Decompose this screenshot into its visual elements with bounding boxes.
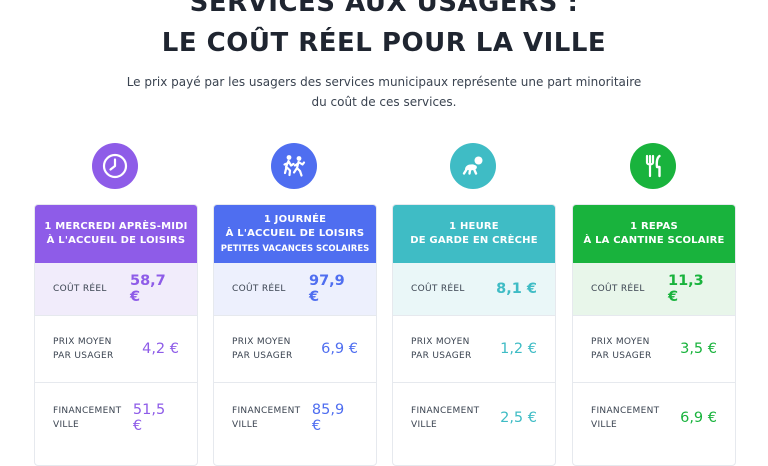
service-column-repas: 1 REPAS À LA CANTINE SCOLAIRE COÛT RÉEL …	[572, 0, 736, 466]
card-header: 1 HEURE DE GARDE EN CRÈCHE	[393, 205, 555, 263]
card-header-line1: 1 REPAS	[630, 221, 678, 232]
page-title-line2: LE COÛT RÉEL POUR LA VILLE	[161, 28, 607, 58]
row-value: 1,2 €	[500, 341, 537, 357]
row-label-line2: VILLE	[53, 420, 80, 430]
service-column-journee: 1 JOURNÉE À L'ACCUEIL DE LOISIRS PETITES…	[213, 0, 377, 466]
row-value: 85,9 €	[311, 402, 345, 434]
row-value: 6,9 €	[321, 341, 358, 357]
row-label-line1: PRIX MOYEN	[53, 337, 112, 347]
row-label-line2: VILLE	[591, 420, 618, 430]
row-label: PRIX MOYEN PAR USAGER	[232, 335, 312, 363]
row-cout-reel: COÛT RÉEL 97,9 €	[214, 263, 376, 316]
row-label-line2: VILLE	[232, 420, 259, 430]
row-financement-ville: FINANCEMENT VILLE 85,9 €	[214, 383, 376, 453]
row-label-line1: PRIX MOYEN	[591, 337, 650, 347]
row-value: 51,5 €	[132, 402, 166, 434]
card-header-line2: À LA CANTINE SCOLAIRE	[583, 235, 725, 246]
row-cout-reel: COÛT RÉEL 11,3 €	[573, 263, 735, 316]
row-financement-ville: FINANCEMENT VILLE 2,5 €	[393, 383, 555, 453]
card-header-line1: 1 JOURNÉE	[263, 214, 327, 225]
subtitle-line1: Le prix payé par les usagers des service…	[126, 75, 642, 89]
row-cout-reel: COÛT RÉEL 8,1 €	[393, 263, 555, 316]
row-label: FINANCEMENT VILLE	[591, 404, 671, 432]
row-label-line1: PRIX MOYEN	[232, 337, 291, 347]
row-label: PRIX MOYEN PAR USAGER	[591, 335, 671, 363]
row-label: FINANCEMENT VILLE	[232, 404, 312, 432]
row-value: 11,3 €	[668, 273, 704, 305]
subtitle-line2: du coût de ces services.	[311, 95, 457, 109]
row-financement-ville: FINANCEMENT VILLE 6,9 €	[573, 383, 735, 453]
service-card: 1 REPAS À LA CANTINE SCOLAIRE COÛT RÉEL …	[572, 204, 736, 466]
card-header-line2: À L'ACCUEIL DE LOISIRS	[46, 235, 186, 246]
row-value: 4,2 €	[142, 341, 179, 357]
row-value: 2,5 €	[500, 410, 537, 426]
fork-knife-icon	[630, 143, 676, 189]
row-prix-moyen: PRIX MOYEN PAR USAGER 6,9 €	[214, 316, 376, 383]
row-label-line1: FINANCEMENT	[411, 406, 480, 416]
card-header: 1 REPAS À LA CANTINE SCOLAIRE	[573, 205, 735, 263]
clock-icon	[92, 143, 138, 189]
service-card: 1 MERCREDI APRÈS-MIDI À L'ACCUEIL DE LOI…	[34, 204, 198, 466]
row-label-line2: PAR USAGER	[53, 351, 114, 361]
card-header: 1 JOURNÉE À L'ACCUEIL DE LOISIRS PETITES…	[214, 205, 376, 263]
row-label-line1: PRIX MOYEN	[411, 337, 470, 347]
row-label-line2: PAR USAGER	[591, 351, 652, 361]
service-column-creche: 1 HEURE DE GARDE EN CRÈCHE COÛT RÉEL 8,1…	[392, 0, 556, 466]
row-value: 58,7 €	[130, 273, 166, 305]
row-label: COÛT RÉEL	[232, 284, 286, 294]
card-header-line3: PETITES VACANCES SCOLAIRES	[220, 244, 370, 254]
row-label: FINANCEMENT VILLE	[53, 404, 133, 432]
row-label: PRIX MOYEN PAR USAGER	[411, 335, 491, 363]
row-prix-moyen: PRIX MOYEN PAR USAGER 4,2 €	[35, 316, 197, 383]
card-header-line1: 1 HEURE	[449, 221, 499, 232]
row-label-line2: PAR USAGER	[411, 351, 472, 361]
row-value: 3,5 €	[680, 341, 717, 357]
baby-crawling-icon	[450, 143, 496, 189]
card-header-line2: À L'ACCUEIL DE LOISIRS	[225, 228, 365, 239]
row-financement-ville: FINANCEMENT VILLE 51,5 €	[35, 383, 197, 453]
row-prix-moyen: PRIX MOYEN PAR USAGER 3,5 €	[573, 316, 735, 383]
row-label-line1: FINANCEMENT	[53, 406, 122, 416]
row-prix-moyen: PRIX MOYEN PAR USAGER 1,2 €	[393, 316, 555, 383]
row-value: 6,9 €	[680, 410, 717, 426]
page-subtitle: Le prix payé par les usagers des service…	[120, 72, 648, 112]
service-card: 1 JOURNÉE À L'ACCUEIL DE LOISIRS PETITES…	[213, 204, 377, 466]
card-header-line2: DE GARDE EN CRÈCHE	[410, 235, 538, 246]
row-label-line2: PAR USAGER	[232, 351, 293, 361]
row-value: 97,9 €	[309, 273, 345, 305]
row-label-line1: FINANCEMENT	[591, 406, 660, 416]
row-cout-reel: COÛT RÉEL 58,7 €	[35, 263, 197, 316]
children-running-icon	[271, 143, 317, 189]
service-column-mercredi: 1 MERCREDI APRÈS-MIDI À L'ACCUEIL DE LOI…	[34, 0, 198, 466]
row-label: PRIX MOYEN PAR USAGER	[53, 335, 133, 363]
service-card: 1 HEURE DE GARDE EN CRÈCHE COÛT RÉEL 8,1…	[392, 204, 556, 466]
card-header: 1 MERCREDI APRÈS-MIDI À L'ACCUEIL DE LOI…	[35, 205, 197, 263]
row-label-line1: FINANCEMENT	[232, 406, 301, 416]
row-label: COÛT RÉEL	[53, 284, 107, 294]
row-label: COÛT RÉEL	[591, 284, 645, 294]
row-value: 8,1 €	[496, 281, 537, 297]
card-header-line1: 1 MERCREDI APRÈS-MIDI	[44, 221, 188, 232]
row-label: COÛT RÉEL	[411, 284, 465, 294]
row-label-line2: VILLE	[411, 420, 438, 430]
row-label: FINANCEMENT VILLE	[411, 404, 491, 432]
page-title-line1: SERVICES AUX USAGERS :	[189, 0, 579, 18]
